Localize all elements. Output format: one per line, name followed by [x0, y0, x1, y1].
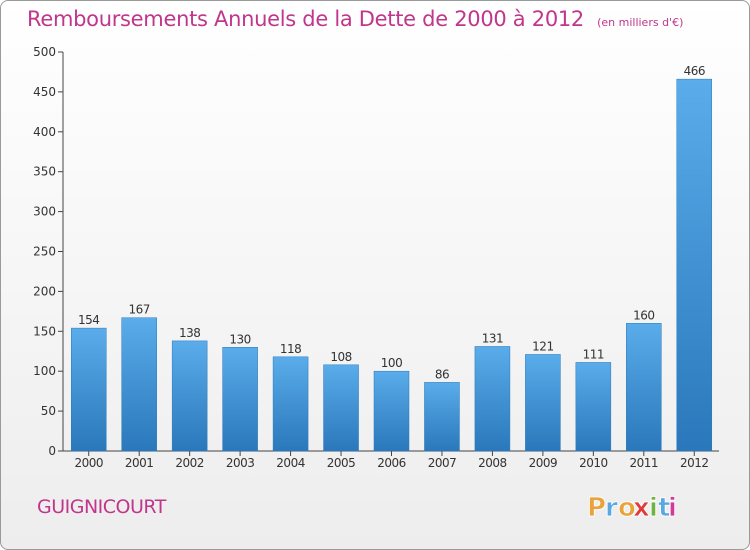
data-label-2005: 108 [330, 350, 351, 364]
bar-2011 [626, 323, 662, 452]
logo-letter: o [618, 493, 636, 523]
y-tick-label: 500 [33, 45, 56, 59]
data-label-2001: 167 [128, 303, 149, 317]
commune-name: GUIGNICOURT [37, 496, 166, 518]
bar-2012 [676, 78, 713, 452]
x-tick-label-2011: 2011 [630, 456, 659, 470]
y-tick-label: 0 [48, 444, 56, 458]
bar-2001 [121, 317, 157, 452]
data-label-2010: 111 [583, 347, 604, 361]
bar-2004 [272, 356, 309, 452]
bar-2005 [323, 364, 359, 452]
data-label-2000: 154 [78, 313, 99, 327]
y-tick-label: 400 [33, 125, 56, 139]
y-tick-label: 350 [33, 165, 56, 179]
logo-letter: r [605, 493, 618, 523]
x-tick-label-2002: 2002 [175, 456, 204, 470]
x-tick-label-2010: 2010 [579, 456, 608, 470]
x-tick-label-2008: 2008 [478, 456, 507, 470]
y-tick-label: 100 [33, 364, 56, 378]
logo-letter: i [668, 493, 677, 523]
logo-letter: P [587, 493, 606, 523]
data-label-2007: 86 [435, 367, 449, 381]
x-tick-label-2009: 2009 [529, 456, 558, 470]
x-tick-label-2001: 2001 [125, 456, 154, 470]
bar-chart: 0 50 100 150 200 250 300 350 400 450 500 2000 2001 20… [33, 45, 719, 470]
y-tick-label: 250 [33, 245, 56, 259]
bar-2007 [424, 382, 460, 452]
x-tick-label-2003: 2003 [226, 456, 255, 470]
y-tick-label: 200 [33, 284, 56, 298]
bar-2010 [575, 362, 612, 452]
bar-2008 [474, 346, 511, 452]
y-tick-label: 150 [33, 324, 56, 338]
data-label-2002: 138 [179, 326, 200, 340]
data-label-2006: 100 [381, 356, 402, 370]
data-label-2003: 130 [229, 332, 250, 346]
data-label-2009: 121 [532, 339, 553, 353]
chart-subtitle: (en milliers d'€) [597, 16, 684, 29]
x-tick-label-2006: 2006 [377, 456, 406, 470]
bar-2006 [373, 370, 410, 452]
x-tick-label-2004: 2004 [276, 456, 305, 470]
chart-title: Remboursements Annuels de la Dette de 20… [27, 7, 683, 31]
x-tick-label-2005: 2005 [327, 456, 356, 470]
data-label-2012: 466 [684, 64, 705, 78]
bar-2000 [70, 327, 107, 452]
y-tick-label: 450 [33, 85, 56, 99]
x-tick-label-2012: 2012 [680, 456, 709, 470]
bar-2009 [525, 354, 561, 452]
data-label-2011: 160 [633, 308, 654, 322]
data-label-2004: 118 [280, 342, 301, 356]
logo-letter: x [633, 493, 650, 523]
chart-title-text: Remboursements Annuels de la Dette de 20… [27, 7, 584, 31]
y-tick-label: 300 [33, 205, 56, 219]
proxiti-logo: Pr ox i ti [587, 493, 678, 523]
logo-letter: t [658, 493, 670, 523]
y-tick-label: 50 [41, 404, 56, 418]
bar-2002 [171, 340, 208, 452]
bar-2003 [222, 347, 258, 452]
x-tick-label-2000: 2000 [74, 456, 103, 470]
logo-letter: i [649, 493, 658, 523]
x-tick-label-2007: 2007 [428, 456, 457, 470]
data-label-2008: 131 [482, 331, 503, 345]
